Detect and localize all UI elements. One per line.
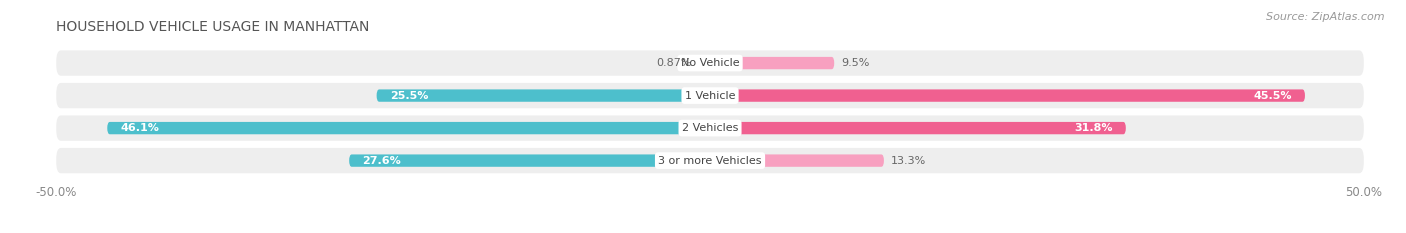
Text: 27.6%: 27.6%	[363, 156, 401, 166]
Text: 25.5%: 25.5%	[389, 91, 427, 101]
Text: 0.87%: 0.87%	[657, 58, 692, 68]
Text: 2 Vehicles: 2 Vehicles	[682, 123, 738, 133]
Text: HOUSEHOLD VEHICLE USAGE IN MANHATTAN: HOUSEHOLD VEHICLE USAGE IN MANHATTAN	[56, 20, 370, 34]
FancyBboxPatch shape	[699, 57, 710, 69]
FancyBboxPatch shape	[710, 154, 884, 167]
FancyBboxPatch shape	[107, 122, 710, 134]
Text: 3 or more Vehicles: 3 or more Vehicles	[658, 156, 762, 166]
Text: 45.5%: 45.5%	[1253, 91, 1292, 101]
FancyBboxPatch shape	[56, 115, 1364, 141]
Legend: Owner-occupied, Renter-occupied: Owner-occupied, Renter-occupied	[582, 230, 838, 233]
FancyBboxPatch shape	[56, 83, 1364, 108]
Text: 31.8%: 31.8%	[1074, 123, 1112, 133]
Text: 1 Vehicle: 1 Vehicle	[685, 91, 735, 101]
Text: No Vehicle: No Vehicle	[681, 58, 740, 68]
FancyBboxPatch shape	[710, 122, 1126, 134]
Text: 46.1%: 46.1%	[121, 123, 159, 133]
FancyBboxPatch shape	[710, 89, 1305, 102]
FancyBboxPatch shape	[349, 154, 710, 167]
FancyBboxPatch shape	[710, 57, 834, 69]
FancyBboxPatch shape	[56, 50, 1364, 76]
Text: 13.3%: 13.3%	[890, 156, 925, 166]
FancyBboxPatch shape	[377, 89, 710, 102]
Text: 9.5%: 9.5%	[841, 58, 869, 68]
Text: Source: ZipAtlas.com: Source: ZipAtlas.com	[1267, 12, 1385, 22]
FancyBboxPatch shape	[56, 148, 1364, 173]
